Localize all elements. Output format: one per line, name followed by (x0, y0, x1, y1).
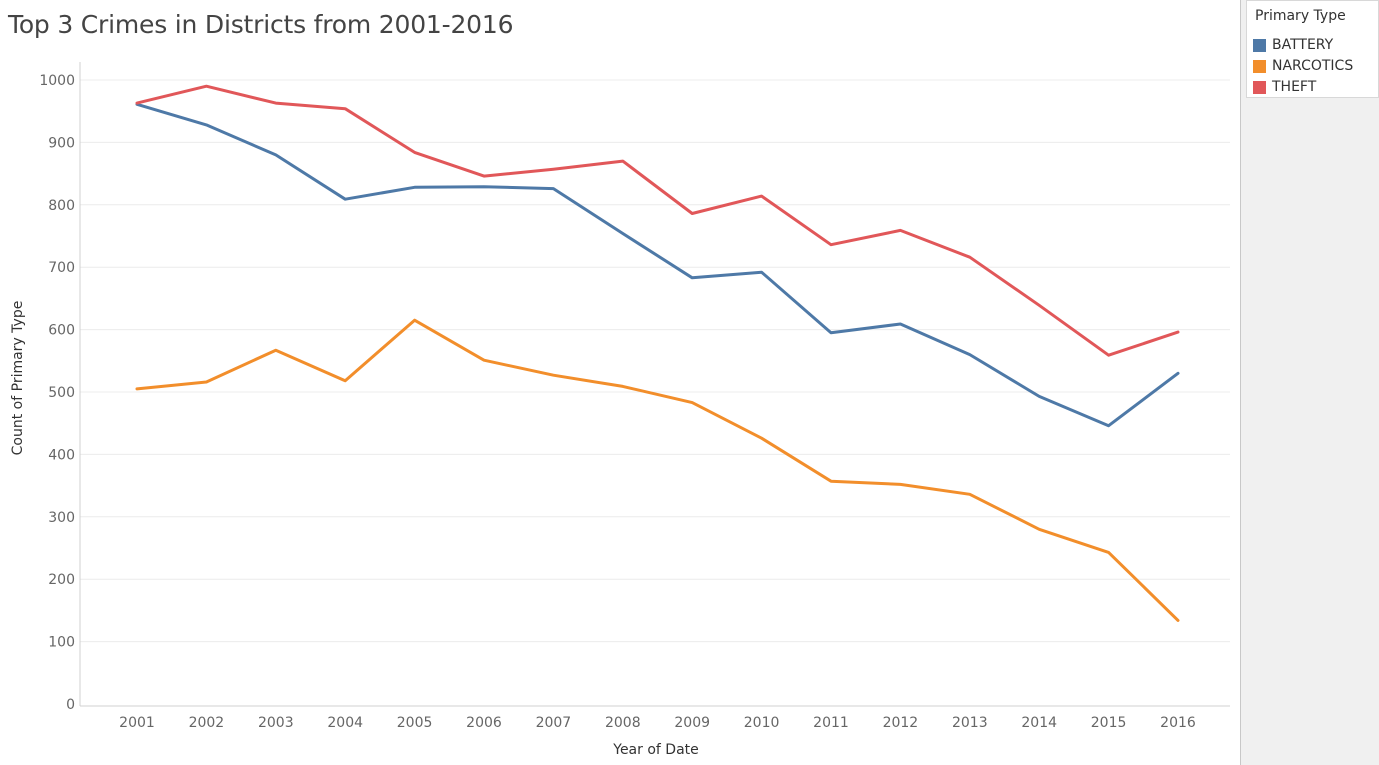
legend-title: Primary Type (1255, 8, 1346, 24)
data-point-battery[interactable] (896, 320, 904, 328)
data-point-theft[interactable] (480, 172, 488, 180)
data-point-narcotics[interactable] (1035, 525, 1043, 533)
y-tick-label: 400 (48, 447, 75, 463)
x-tick-label: 2012 (883, 715, 919, 731)
data-point-narcotics[interactable] (411, 316, 419, 324)
data-point-narcotics[interactable] (688, 399, 696, 407)
x-tick-label: 2005 (397, 715, 433, 731)
data-point-battery[interactable] (1174, 369, 1182, 377)
x-tick-label: 2015 (1091, 715, 1127, 731)
legend-label: NARCOTICS (1272, 58, 1354, 74)
data-point-battery[interactable] (1035, 392, 1043, 400)
x-tick-label: 2004 (327, 715, 363, 731)
y-tick-label: 900 (48, 135, 75, 151)
x-tick-label: 2006 (466, 715, 502, 731)
data-point-theft[interactable] (966, 253, 974, 261)
y-tick-label: 100 (48, 635, 75, 651)
data-point-theft[interactable] (341, 105, 349, 113)
data-point-theft[interactable] (896, 226, 904, 234)
y-axis-ticks: 0 100 200 300 400 500 600 700 800 900 1000 (39, 73, 75, 713)
data-point-narcotics[interactable] (480, 356, 488, 364)
x-tick-label: 2014 (1021, 715, 1057, 731)
side-panel (1240, 0, 1379, 765)
data-point-theft[interactable] (758, 192, 766, 200)
axes (79, 62, 1230, 707)
x-tick-label: 2001 (119, 715, 155, 731)
y-axis-title: Count of Primary Type (10, 301, 26, 456)
data-point-theft[interactable] (133, 99, 141, 107)
x-tick-label: 2003 (258, 715, 294, 731)
y-tick-label: 300 (48, 510, 75, 526)
data-point-battery[interactable] (341, 195, 349, 203)
x-axis-ticks: 2001 2002 2003 2004 2005 2006 2007 2008 2009 2010… (119, 715, 1196, 731)
x-tick-label: 2002 (189, 715, 225, 731)
data-point-battery[interactable] (1105, 422, 1113, 430)
x-tick-label: 2007 (536, 715, 572, 731)
y-tick-label: 0 (66, 697, 75, 713)
data-point-battery[interactable] (619, 230, 627, 238)
y-tick-label: 600 (48, 323, 75, 339)
data-point-narcotics[interactable] (966, 490, 974, 498)
legend: Primary Type BATTERY NARCOTICS THEFT (1246, 0, 1379, 98)
data-point-theft[interactable] (202, 82, 210, 90)
x-tick-label: 2008 (605, 715, 641, 731)
series-lines (133, 82, 1182, 624)
data-point-theft[interactable] (827, 241, 835, 249)
data-point-theft[interactable] (272, 99, 280, 107)
data-point-theft[interactable] (411, 148, 419, 156)
data-point-battery[interactable] (966, 351, 974, 359)
legend-item-narcotics[interactable]: NARCOTICS (1253, 57, 1353, 75)
data-point-narcotics[interactable] (1105, 548, 1113, 556)
data-point-narcotics[interactable] (202, 378, 210, 386)
series-line-theft[interactable] (135, 84, 1180, 357)
x-tick-label: 2009 (674, 715, 710, 731)
legend-swatch-battery (1253, 38, 1266, 52)
chart-title: Top 3 Crimes in Districts from 2001-2016 (8, 10, 514, 39)
y-tick-label: 1000 (39, 73, 75, 89)
series-line-battery[interactable] (135, 102, 1180, 428)
legend-label: THEFT (1272, 79, 1317, 95)
data-point-narcotics[interactable] (619, 382, 627, 390)
x-tick-label: 2016 (1160, 715, 1196, 731)
data-point-narcotics[interactable] (549, 371, 557, 379)
data-point-theft[interactable] (1174, 328, 1182, 336)
y-tick-label: 500 (48, 385, 75, 401)
data-point-narcotics[interactable] (896, 480, 904, 488)
x-tick-label: 2013 (952, 715, 988, 731)
data-point-battery[interactable] (272, 151, 280, 159)
data-point-narcotics[interactable] (272, 346, 280, 354)
data-point-narcotics[interactable] (827, 477, 835, 485)
legend-label: BATTERY (1272, 37, 1334, 53)
data-point-narcotics[interactable] (133, 385, 141, 393)
data-point-battery[interactable] (758, 268, 766, 276)
y-tick-label: 700 (48, 260, 75, 276)
data-point-narcotics[interactable] (341, 377, 349, 385)
data-point-theft[interactable] (549, 165, 557, 173)
data-point-theft[interactable] (1105, 351, 1113, 359)
legend-item-theft[interactable]: THEFT (1253, 78, 1316, 96)
grid-lines (80, 79, 1230, 643)
data-point-theft[interactable] (688, 210, 696, 218)
series-line-narcotics[interactable] (135, 318, 1180, 622)
data-point-battery[interactable] (202, 121, 210, 129)
data-point-battery[interactable] (827, 329, 835, 337)
data-point-battery[interactable] (411, 183, 419, 191)
y-tick-label: 800 (48, 198, 75, 214)
legend-item-battery[interactable]: BATTERY (1253, 36, 1333, 54)
data-point-theft[interactable] (1035, 301, 1043, 309)
x-tick-label: 2010 (744, 715, 780, 731)
data-point-battery[interactable] (480, 183, 488, 191)
data-point-narcotics[interactable] (1174, 616, 1182, 624)
legend-swatch-narcotics (1253, 59, 1266, 73)
x-axis-title: Year of Date (612, 742, 699, 758)
legend-swatch-theft (1253, 80, 1266, 94)
data-point-narcotics[interactable] (758, 434, 766, 442)
y-tick-label: 200 (48, 572, 75, 588)
x-tick-label: 2011 (813, 715, 849, 731)
data-point-battery[interactable] (688, 274, 696, 282)
data-point-battery[interactable] (549, 185, 557, 193)
data-point-theft[interactable] (619, 157, 627, 165)
